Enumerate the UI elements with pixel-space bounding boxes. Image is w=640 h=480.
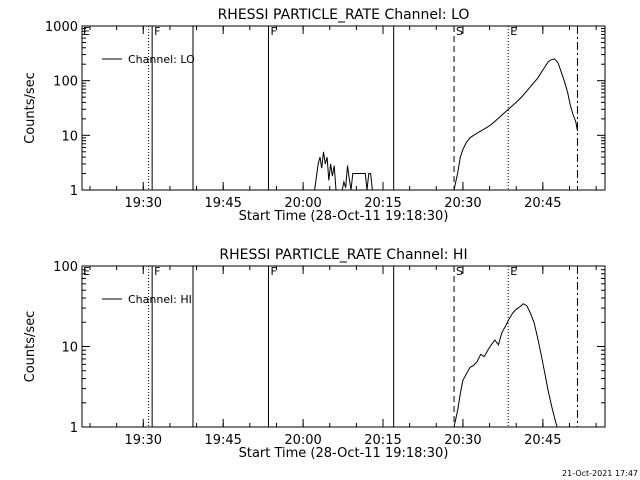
x-tick-label: 20:45 — [524, 196, 561, 211]
x-tick-label: 20:30 — [444, 433, 481, 448]
x-tick-label: 20:00 — [284, 433, 321, 448]
x-axis-label: Start Time (28-Oct-11 19:18:30) — [239, 209, 449, 224]
x-tick-label: 19:30 — [125, 433, 162, 448]
x-tick-label: 20:15 — [364, 196, 401, 211]
event-marker-label: S — [456, 265, 463, 278]
x-tick-label: 19:30 — [125, 196, 162, 211]
event-marker-label: S — [456, 25, 463, 38]
plot-frame — [81, 25, 606, 191]
x-tick-label: 20:00 — [284, 196, 321, 211]
x-tick-label: 20:15 — [364, 433, 401, 448]
y-tick-label: 1 — [70, 184, 78, 199]
y-axis-label: Counts/sec — [23, 311, 38, 383]
event-marker-label: E — [510, 265, 517, 278]
y-tick-label: 10 — [61, 129, 78, 144]
x-tick-label: 20:30 — [444, 196, 481, 211]
chart-title: RHESSI PARTICLE_RATE Channel: HI — [219, 247, 467, 263]
event-marker-label: E — [510, 25, 517, 38]
x-axis-label: Start Time (28-Oct-11 19:18:30) — [239, 446, 449, 461]
y-tick-label: 1 — [70, 421, 78, 436]
chart-title: RHESSI PARTICLE_RATE Channel: LO — [218, 7, 470, 23]
legend-entry: Channel: LO — [128, 53, 195, 66]
series-line-segment-2 — [350, 173, 368, 191]
series-line-segment-0 — [453, 303, 558, 428]
series-line-segment-3 — [366, 173, 373, 191]
event-marker-label: F — [154, 25, 160, 38]
series-line-segment-0 — [314, 151, 337, 191]
event-marker-label: F — [270, 25, 276, 38]
edge-marker-label: E — [83, 265, 90, 278]
edge-marker-label: E — [83, 25, 90, 38]
x-tick-label: 19:45 — [204, 433, 241, 448]
series-line-segment-1 — [341, 165, 352, 191]
chart-panel-1: RHESSI PARTICLE_RATE Channel: HI Start Ti… — [23, 247, 606, 461]
series-line-segment-4 — [453, 58, 578, 191]
y-tick-label: 10 — [61, 341, 78, 356]
plot-frame — [81, 265, 606, 428]
y-tick-label: 1000 — [45, 20, 78, 35]
chart-panel-0: RHESSI PARTICLE_RATE Channel: LO Start Ti… — [23, 7, 606, 224]
legend-entry: Channel: HI — [128, 293, 192, 306]
x-tick-label: 20:45 — [524, 433, 561, 448]
y-axis-label: Counts/sec — [23, 72, 38, 144]
footer-timestamp: 21-Oct-2021 17:47 — [562, 469, 638, 478]
y-tick-label: 100 — [53, 75, 78, 90]
x-tick-label: 19:45 — [204, 196, 241, 211]
y-tick-label: 100 — [53, 260, 78, 275]
event-marker-label: F — [154, 265, 160, 278]
event-marker-label: F — [270, 265, 276, 278]
